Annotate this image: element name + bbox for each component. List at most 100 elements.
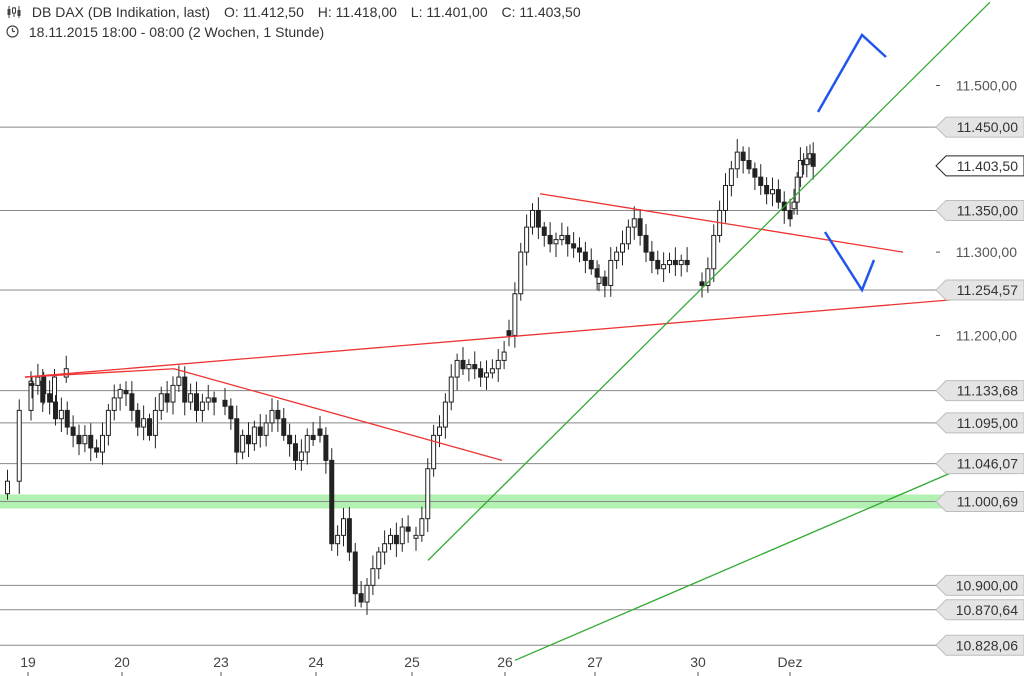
price-tag-box: [935, 279, 1024, 301]
price-tag-box: [935, 380, 1024, 402]
candle: [728, 160, 734, 197]
candle: [466, 359, 472, 382]
candle: [577, 237, 582, 263]
candle-body: [501, 351, 507, 361]
price-tag-label: 11.254,57: [957, 282, 1018, 298]
candle: [105, 404, 111, 446]
candle-body: [431, 434, 437, 470]
candle-body: [631, 218, 637, 228]
candle-body: [211, 397, 217, 403]
candle-body: [323, 434, 329, 461]
candle-body: [472, 364, 478, 370]
candle: [764, 177, 770, 205]
candle-body: [734, 151, 740, 170]
candle: [797, 147, 803, 188]
candle: [804, 146, 810, 178]
candle-body: [82, 434, 88, 445]
x-tick-label: 23: [213, 654, 229, 670]
candle: [643, 224, 649, 263]
candle-body: [341, 518, 346, 536]
candle: [129, 381, 135, 422]
candle-body: [437, 426, 442, 436]
price-level-tag: 11.046,07: [935, 453, 1024, 475]
trendlines: [24, 1, 1024, 661]
candle: [791, 188, 797, 215]
candle-body: [454, 359, 460, 378]
projection-arrows: [816, 33, 887, 293]
candle: [512, 282, 518, 348]
candle: [64, 401, 70, 435]
candle: [506, 319, 512, 347]
candlestick-icon[interactable]: [6, 5, 22, 21]
candle-body: [147, 418, 152, 436]
candle: [323, 427, 329, 474]
candle-body: [47, 393, 53, 403]
candle: [388, 528, 393, 551]
trendline-red: [173, 368, 503, 462]
candle: [495, 348, 501, 382]
candle: [661, 252, 667, 282]
candle-body: [460, 359, 466, 370]
candle-body: [512, 293, 518, 336]
candle: [234, 405, 240, 465]
candle-body: [649, 251, 655, 261]
candle: [100, 422, 105, 465]
candle-body: [393, 534, 399, 545]
candle: [478, 361, 484, 387]
candle: [63, 355, 69, 383]
candle-body: [287, 434, 293, 445]
candle-body: [746, 159, 752, 170]
down-projection-arrow: [823, 231, 876, 293]
candle: [293, 434, 298, 471]
price-tag-label: 11.450,00: [957, 119, 1018, 135]
candle: [699, 272, 705, 298]
candle-body: [188, 393, 194, 403]
price-tag-box: [935, 199, 1024, 221]
candle-body: [553, 239, 559, 245]
candle-body: [194, 393, 199, 411]
candle-body: [797, 159, 803, 178]
candle: [135, 403, 141, 437]
y-tick-label: 11.300,00: [956, 244, 1017, 260]
candle: [358, 580, 364, 608]
candle: [263, 414, 269, 447]
candle-body: [740, 151, 746, 161]
candle-body: [655, 259, 661, 270]
candle-body: [176, 376, 182, 386]
open-value: O: 11.412,50: [223, 4, 304, 20]
candle: [717, 200, 723, 243]
candle: [649, 240, 655, 274]
candle-body: [53, 401, 58, 420]
price-tag-label: 10.828,06: [956, 637, 1018, 653]
candle: [602, 270, 608, 298]
candle-body: [141, 418, 147, 428]
price-tag-label: 11.046,07: [957, 456, 1018, 472]
candle-body: [484, 372, 489, 378]
candle-body: [105, 409, 111, 436]
candle: [588, 248, 594, 275]
price-level-tag: 11.000,69: [935, 490, 1024, 512]
candle-body: [269, 409, 275, 424]
clock-icon: [6, 25, 19, 41]
candle: [442, 393, 448, 439]
candle-body: [28, 380, 34, 411]
candle: [335, 525, 341, 556]
candle-body: [111, 397, 117, 411]
candle: [246, 422, 251, 458]
candle: [399, 517, 405, 552]
candle: [170, 376, 176, 415]
candle: [547, 222, 553, 253]
candle: [205, 384, 211, 411]
candle-body: [571, 243, 577, 249]
candle: [711, 224, 717, 283]
candle: [684, 247, 690, 273]
candle-body: [199, 401, 205, 411]
candle-body: [117, 389, 123, 399]
candle-body: [222, 399, 228, 407]
candle-body: [135, 409, 141, 428]
price-level-tag: 11.095,00: [935, 412, 1024, 434]
price-tag-label: 10.900,00: [956, 577, 1018, 593]
current-price-tag: 11.403,50: [935, 155, 1024, 177]
candle: [565, 226, 571, 257]
